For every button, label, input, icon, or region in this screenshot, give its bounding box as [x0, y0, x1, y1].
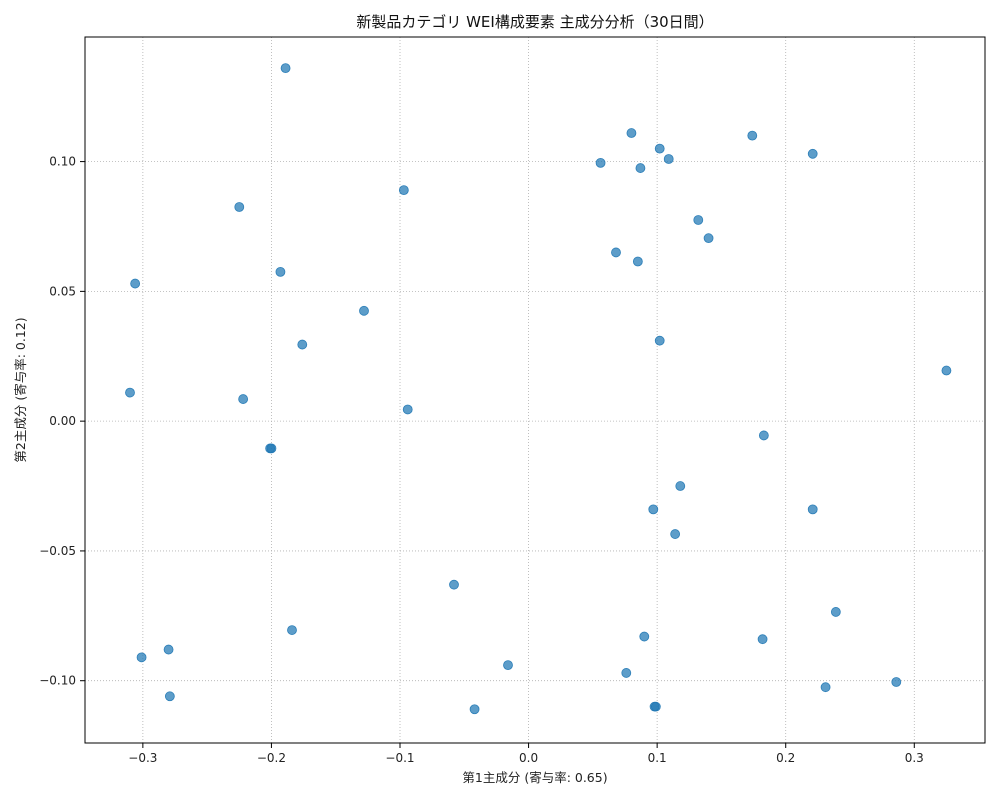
scatter-point [654, 335, 665, 346]
scatter-point [807, 148, 818, 159]
y-axis-label: 第2主成分 (寄与率: 0.12) [13, 317, 28, 462]
scatter-point [703, 233, 714, 244]
scatter-point [648, 504, 659, 515]
scatter-point [650, 701, 661, 712]
scatter-point [275, 267, 286, 277]
x-tick-label: −0.3 [128, 751, 157, 765]
scatter-point [654, 143, 665, 154]
scatter-point [807, 504, 818, 515]
x-tick-label: −0.1 [385, 751, 414, 765]
scatter-point [639, 631, 650, 642]
scatter-point [941, 365, 952, 376]
scatter-point [635, 163, 646, 173]
scatter-point [663, 154, 674, 164]
y-tick-label: 0.05 [49, 284, 76, 298]
scatter-point [595, 157, 606, 168]
y-tick-label: 0.00 [49, 414, 76, 428]
scatter-point [287, 625, 297, 635]
scatter-point [670, 529, 681, 539]
scatter-point [632, 256, 643, 267]
scatter-point [820, 682, 831, 693]
y-tick-label: 0.10 [49, 155, 76, 169]
scatter-point [136, 652, 147, 663]
scatter-point [503, 660, 513, 671]
scatter-point [891, 677, 902, 687]
scatter-point [611, 247, 621, 258]
scatter-point [297, 339, 308, 350]
scatter-point [626, 128, 637, 138]
gridlines [85, 37, 985, 743]
x-tick-label: 0.1 [648, 751, 667, 765]
x-tick-label: 0.0 [519, 751, 538, 765]
scatter-point [125, 387, 135, 398]
y-tick-label: −0.10 [39, 674, 76, 688]
scatter-point [621, 668, 632, 678]
scatter-point [675, 481, 686, 491]
chart-title: 新製品カテゴリ WEI構成要素 主成分分析（30日間） [356, 13, 713, 31]
x-tick-label: 0.3 [905, 751, 924, 765]
scatter-point [266, 443, 277, 454]
scatter-point [830, 607, 841, 617]
scatter-point [693, 215, 704, 225]
scatter-point [238, 394, 249, 404]
scatter-point [164, 691, 175, 702]
scatter-point [469, 704, 480, 715]
scatter-point [757, 634, 768, 645]
scatter-point [130, 278, 141, 289]
scatter-point [758, 430, 769, 441]
scatter-point [402, 404, 413, 415]
scatter-point [163, 644, 174, 655]
scatter-point [234, 202, 245, 212]
scatter-point [449, 579, 459, 590]
data-points [125, 63, 952, 715]
x-tick-label: 0.2 [776, 751, 795, 765]
scatter-point [280, 63, 291, 74]
x-axis-label: 第1主成分 (寄与率: 0.65) [462, 770, 607, 785]
x-axis-ticks: −0.3 −0.2 −0.1 0.0 0.1 0.2 0.3 [128, 743, 924, 765]
scatter-point [398, 185, 409, 196]
y-tick-label: −0.05 [39, 544, 76, 558]
scatter-point [747, 130, 758, 141]
y-axis-ticks: −0.10 −0.05 0.00 0.05 0.10 [39, 155, 85, 688]
x-tick-label: −0.2 [257, 751, 286, 765]
scatter-point [359, 305, 369, 316]
plot-frame [84, 36, 986, 744]
